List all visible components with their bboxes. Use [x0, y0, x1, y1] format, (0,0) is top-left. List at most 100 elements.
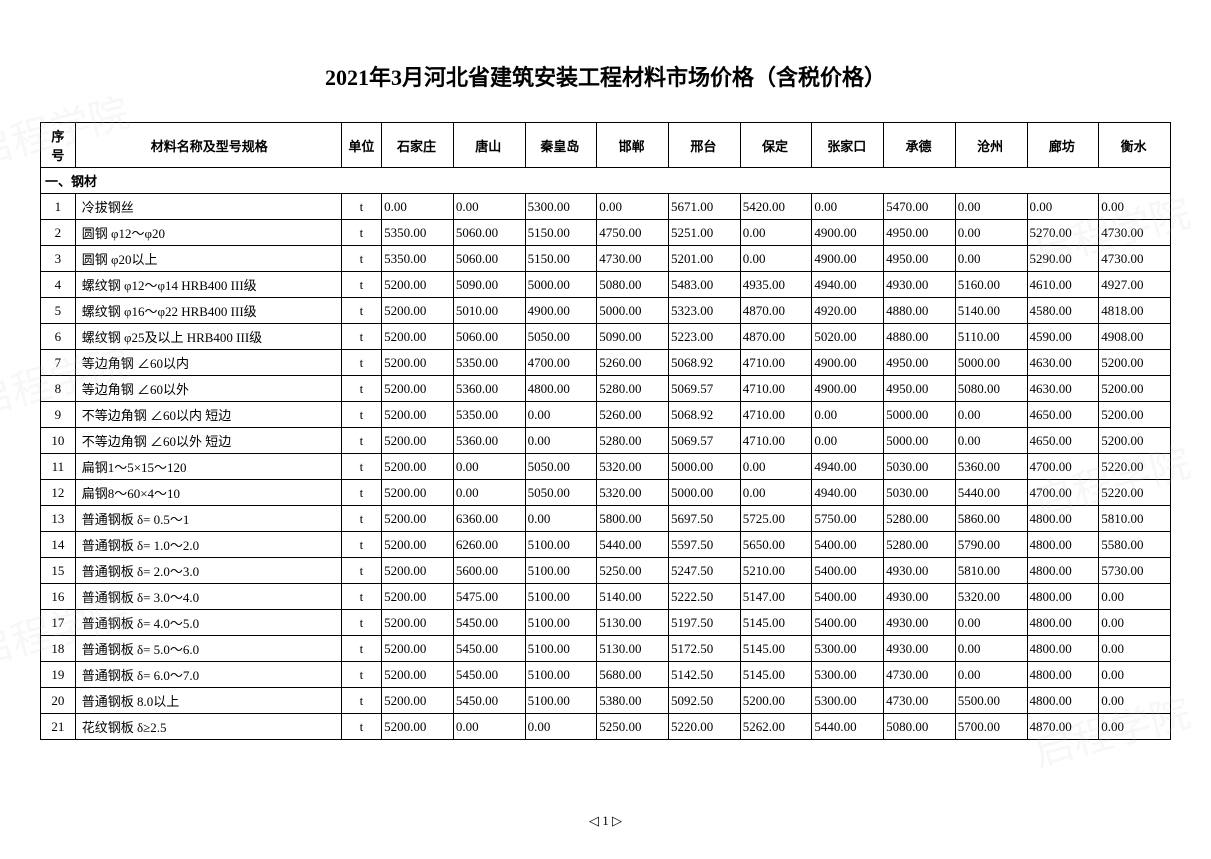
cell-value: 4950.00 [884, 376, 956, 402]
cell-value: 4940.00 [812, 272, 884, 298]
cell-value: 0.00 [453, 194, 525, 220]
cell-value: 5270.00 [1027, 220, 1099, 246]
table-row: 14普通钢板 δ= 1.0～2.0t5200.006260.005100.005… [41, 532, 1171, 558]
cell-seq: 13 [41, 506, 76, 532]
cell-value: 5380.00 [597, 688, 669, 714]
cell-value: 5250.00 [597, 714, 669, 740]
cell-name: 普通钢板 δ= 5.0～6.0 [75, 636, 341, 662]
cell-value: 5130.00 [597, 610, 669, 636]
cell-value: 5400.00 [812, 532, 884, 558]
header-city-1: 唐山 [453, 123, 525, 168]
cell-value: 5200.00 [382, 532, 454, 558]
cell-value: 4800.00 [1027, 506, 1099, 532]
cell-value: 4710.00 [740, 402, 812, 428]
cell-value: 5150.00 [525, 220, 597, 246]
cell-value: 5050.00 [525, 454, 597, 480]
cell-value: 5725.00 [740, 506, 812, 532]
cell-name: 扁钢8～60×4～10 [75, 480, 341, 506]
cell-value: 5671.00 [668, 194, 740, 220]
cell-unit: t [341, 636, 381, 662]
table-row: 8等边角钢 ∠60以外t5200.005360.004800.005280.00… [41, 376, 1171, 402]
table-row: 19普通钢板 δ= 6.0～7.0t5200.005450.005100.005… [41, 662, 1171, 688]
cell-value: 5200.00 [1099, 428, 1171, 454]
cell-value: 5320.00 [597, 454, 669, 480]
cell-value: 4880.00 [884, 298, 956, 324]
cell-seq: 15 [41, 558, 76, 584]
cell-value: 4950.00 [884, 246, 956, 272]
cell-value: 4818.00 [1099, 298, 1171, 324]
cell-value: 5280.00 [884, 506, 956, 532]
header-city-0: 石家庄 [382, 123, 454, 168]
cell-unit: t [341, 298, 381, 324]
cell-value: 5350.00 [382, 246, 454, 272]
cell-seq: 20 [41, 688, 76, 714]
cell-value: 5697.50 [668, 506, 740, 532]
cell-value: 5470.00 [884, 194, 956, 220]
cell-value: 5200.00 [382, 714, 454, 740]
cell-value: 5000.00 [884, 402, 956, 428]
cell-value: 5200.00 [382, 402, 454, 428]
cell-value: 4935.00 [740, 272, 812, 298]
cell-seq: 11 [41, 454, 76, 480]
cell-value: 4930.00 [884, 272, 956, 298]
table-row: 2圆钢 φ12～φ20t5350.005060.005150.004750.00… [41, 220, 1171, 246]
cell-value: 5360.00 [955, 454, 1027, 480]
cell-value: 5147.00 [740, 584, 812, 610]
cell-value: 0.00 [525, 402, 597, 428]
cell-unit: t [341, 610, 381, 636]
cell-value: 4730.00 [1099, 246, 1171, 272]
section-label: 一、钢材 [41, 168, 1171, 194]
cell-value: 0.00 [955, 610, 1027, 636]
page-title: 2021年3月河北省建筑安装工程材料市场价格（含税价格） [40, 60, 1171, 92]
cell-name: 普通钢板 8.0以上 [75, 688, 341, 714]
cell-unit: t [341, 506, 381, 532]
cell-unit: t [341, 376, 381, 402]
cell-value: 4950.00 [884, 220, 956, 246]
cell-value: 5080.00 [597, 272, 669, 298]
table-row: 13普通钢板 δ= 0.5～1t5200.006360.000.005800.0… [41, 506, 1171, 532]
cell-value: 5060.00 [453, 246, 525, 272]
cell-value: 6360.00 [453, 506, 525, 532]
header-name: 材料名称及型号规格 [75, 123, 341, 168]
cell-value: 5050.00 [525, 324, 597, 350]
cell-value: 5350.00 [453, 402, 525, 428]
cell-value: 4800.00 [1027, 662, 1099, 688]
cell-value: 5172.50 [668, 636, 740, 662]
cell-value: 4730.00 [597, 246, 669, 272]
cell-value: 5483.00 [668, 272, 740, 298]
cell-value: 5200.00 [382, 324, 454, 350]
cell-value: 5475.00 [453, 584, 525, 610]
cell-seq: 5 [41, 298, 76, 324]
table-row: 7等边角钢 ∠60以内t5200.005350.004700.005260.00… [41, 350, 1171, 376]
cell-value: 5350.00 [453, 350, 525, 376]
cell-value: 5000.00 [597, 298, 669, 324]
cell-value: 5360.00 [453, 376, 525, 402]
cell-value: 4800.00 [1027, 584, 1099, 610]
cell-value: 5450.00 [453, 662, 525, 688]
cell-value: 0.00 [525, 428, 597, 454]
cell-value: 4900.00 [812, 246, 884, 272]
cell-value: 5810.00 [1099, 506, 1171, 532]
cell-value: 5200.00 [1099, 402, 1171, 428]
cell-value: 5222.50 [668, 584, 740, 610]
cell-seq: 21 [41, 714, 76, 740]
cell-value: 5100.00 [525, 688, 597, 714]
cell-value: 5100.00 [525, 558, 597, 584]
cell-value: 4700.00 [525, 350, 597, 376]
cell-value: 5200.00 [382, 454, 454, 480]
cell-value: 5580.00 [1099, 532, 1171, 558]
cell-seq: 4 [41, 272, 76, 298]
cell-value: 5100.00 [525, 532, 597, 558]
cell-value: 5280.00 [597, 376, 669, 402]
price-table: 序号 材料名称及型号规格 单位 石家庄 唐山 秦皇岛 邯郸 邢台 保定 张家口 … [40, 122, 1171, 740]
cell-value: 5200.00 [382, 298, 454, 324]
cell-value: 5750.00 [812, 506, 884, 532]
cell-unit: t [341, 246, 381, 272]
cell-seq: 18 [41, 636, 76, 662]
cell-value: 0.00 [955, 220, 1027, 246]
cell-value: 4880.00 [884, 324, 956, 350]
cell-name: 普通钢板 δ= 6.0～7.0 [75, 662, 341, 688]
table-row: 1冷拔钢丝t0.000.005300.000.005671.005420.000… [41, 194, 1171, 220]
cell-value: 5200.00 [382, 662, 454, 688]
cell-value: 4710.00 [740, 376, 812, 402]
